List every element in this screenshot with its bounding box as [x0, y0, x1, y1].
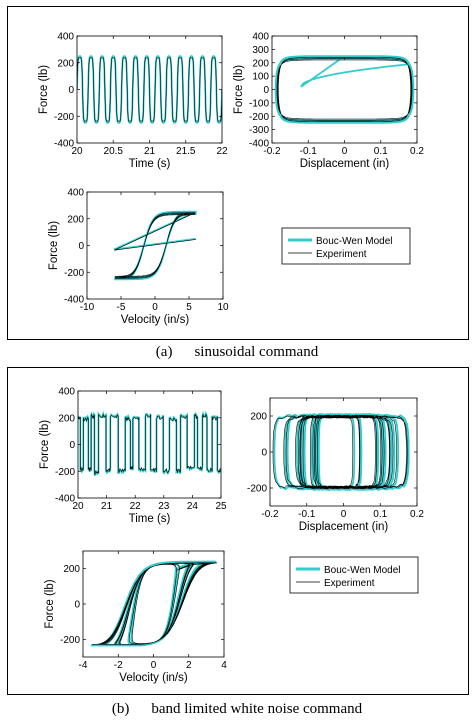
legend-b: Bouc-Wen Model Experiment: [289, 556, 419, 594]
caption-b-text: band limited white noise command: [151, 701, 363, 717]
chart-b2-xtick-label-0: -0.2: [261, 509, 279, 520]
chart-a1-ytick-label-1: -200: [54, 112, 74, 123]
chart-a2-xtick-label-3: 0.1: [374, 146, 388, 157]
chart-b3-ylabel: Force (lb): [44, 579, 56, 628]
chart-b1-xtick-label-3: 23: [158, 501, 170, 512]
chart-b3-series-model: [90, 560, 217, 647]
chart-b2-xtick-label-1: -0.1: [298, 509, 316, 520]
chart-a3-ylabel: Force (lb): [48, 221, 60, 270]
chart-a2-xtick-label-2: 0: [342, 146, 348, 157]
chart-b2-ytick-label-2: 200: [250, 412, 267, 423]
chart-a1-ylabel: Force (lb): [38, 65, 50, 114]
chart-b1-xtick-label-5: 25: [215, 501, 227, 512]
chart-b3-ytick-label-2: 200: [63, 564, 80, 575]
chart-b1-ytick-label-3: 200: [58, 413, 75, 424]
chart-a3-series-experiment: [114, 212, 196, 279]
chart-a3-plot-area: [87, 192, 223, 299]
chart-a2-ytick-label-7: 300: [252, 45, 269, 56]
chart-b2-ytick-label-0: -200: [247, 484, 267, 495]
chart-a2-ytick-label-5: 100: [252, 72, 269, 83]
chart-a1-ytick-label-0: -400: [54, 139, 74, 150]
legend-a-experiment-label: Experiment: [316, 249, 367, 260]
chart-b1-ytick-label-4: 400: [58, 387, 75, 398]
chart-a2-ytick-label-8: 400: [252, 32, 269, 43]
chart-a2-xtick-label-4: 0.2: [410, 146, 424, 157]
chart-a2-plot-area: [272, 36, 417, 143]
chart-a1-series-experiment: [77, 57, 222, 122]
chart-a2-xlabel: Displacement (in): [300, 158, 390, 170]
chart-a2-ylabel: Force (lb): [233, 65, 245, 114]
caption-a: (a) sinusoidal command: [0, 344, 474, 361]
chart-a3-ytick-label-4: 400: [67, 188, 84, 199]
caption-b: (b) band limited white noise command: [0, 701, 474, 718]
legend-a-box: [281, 227, 411, 265]
chart-b2-series-experiment: [272, 414, 408, 490]
chart-a3-xtick-label-0: -10: [80, 302, 95, 313]
chart-a2-ytick-label-1: -300: [249, 125, 269, 136]
legend-a-model-label: Bouc-Wen Model: [316, 236, 393, 247]
chart-a2-ytick-label-3: -100: [249, 98, 269, 109]
legend-a: Bouc-Wen Model Experiment: [281, 227, 411, 265]
chart-b3-ytick-label-0: -200: [60, 635, 80, 646]
chart-a3-xtick-label-3: 5: [186, 302, 192, 313]
chart-a3-xtick-label-4: 10: [217, 302, 229, 313]
chart-b1-plot-area: [78, 391, 221, 498]
chart-b3-xtick-label-2: 0: [151, 660, 157, 671]
caption-b-letter: (b): [111, 701, 130, 717]
caption-a-text: sinusoidal command: [194, 344, 319, 360]
chart-b1-ytick-label-1: -200: [55, 467, 75, 478]
chart-a1-xtick-label-3: 21.5: [176, 146, 196, 157]
chart-a2-ytick-label-2: -200: [249, 112, 269, 123]
chart-a1-ytick-label-3: 200: [57, 58, 74, 69]
chart-a1-xtick-label-4: 22: [216, 146, 228, 157]
chart-a3-xlabel: Velocity (in/s): [121, 314, 190, 326]
chart-b3-xtick-label-4: 4: [221, 660, 227, 671]
chart-b1-xtick-label-2: 22: [130, 501, 142, 512]
chart-b1-xtick-label-0: 20: [72, 501, 84, 512]
chart-a3-xtick-label-1: -5: [117, 302, 126, 313]
chart-b3-xtick-label-1: -2: [114, 660, 123, 671]
legend-b-experiment-label: Experiment: [324, 578, 375, 589]
chart-a3-ytick-label-3: 200: [67, 214, 84, 225]
chart-b2-xtick-label-2: 0: [341, 509, 347, 520]
chart-a3-ytick-label-0: -400: [64, 295, 84, 306]
chart-a1-xtick-label-1: 20.5: [104, 146, 124, 157]
chart-b1-xlabel: Time (s): [129, 513, 171, 525]
legend-b-model-label: Bouc-Wen Model: [324, 565, 401, 576]
caption-a-letter: (a): [155, 344, 173, 360]
chart-b1-ytick-label-2: 0: [69, 440, 75, 451]
chart-b1-series-experiment: [78, 413, 221, 475]
legend-b-box: [289, 556, 419, 594]
chart-a3-ytick-label-2: 0: [78, 241, 84, 252]
chart-b2-xlabel: Displacement (in): [299, 521, 389, 533]
chart-b1-ytick-label-0: -400: [55, 494, 75, 505]
chart-a2-xtick-label-0: -0.2: [263, 146, 281, 157]
chart-a1-ytick-label-4: 400: [57, 32, 74, 43]
chart-b3-xtick-label-3: 2: [186, 660, 192, 671]
chart-a2-ytick-label-4: 0: [263, 85, 269, 96]
chart-b3-ytick-label-1: 0: [74, 600, 80, 611]
chart-a1-xtick-label-2: 21: [144, 146, 156, 157]
chart-b3-xlabel: Velocity (in/s): [119, 672, 188, 684]
chart-a3-xtick-label-2: 0: [152, 302, 158, 313]
chart-a1-xlabel: Time (s): [129, 158, 171, 170]
chart-b2-xtick-label-3: 0.1: [373, 509, 387, 520]
chart-a3-ytick-label-1: -200: [64, 268, 84, 279]
chart-b3-xtick-label-0: -4: [79, 660, 88, 671]
chart-a2-ytick-label-0: -400: [249, 139, 269, 150]
chart-a2-ytick-label-6: 200: [252, 58, 269, 69]
chart-a2-xtick-label-1: -0.1: [300, 146, 318, 157]
chart-b3-series-experiment: [91, 562, 218, 645]
chart-a1-xtick-label-0: 20: [71, 146, 83, 157]
chart-a2-series-experiment: [276, 57, 413, 122]
chart-b1-ylabel: Force (lb): [39, 420, 51, 469]
chart-b1-xtick-label-1: 21: [101, 501, 113, 512]
chart-b1-xtick-label-4: 24: [187, 501, 199, 512]
chart-b2-xtick-label-4: 0.2: [410, 509, 424, 520]
chart-b2-ytick-label-1: 0: [261, 448, 267, 459]
chart-a1-ytick-label-2: 0: [68, 85, 74, 96]
